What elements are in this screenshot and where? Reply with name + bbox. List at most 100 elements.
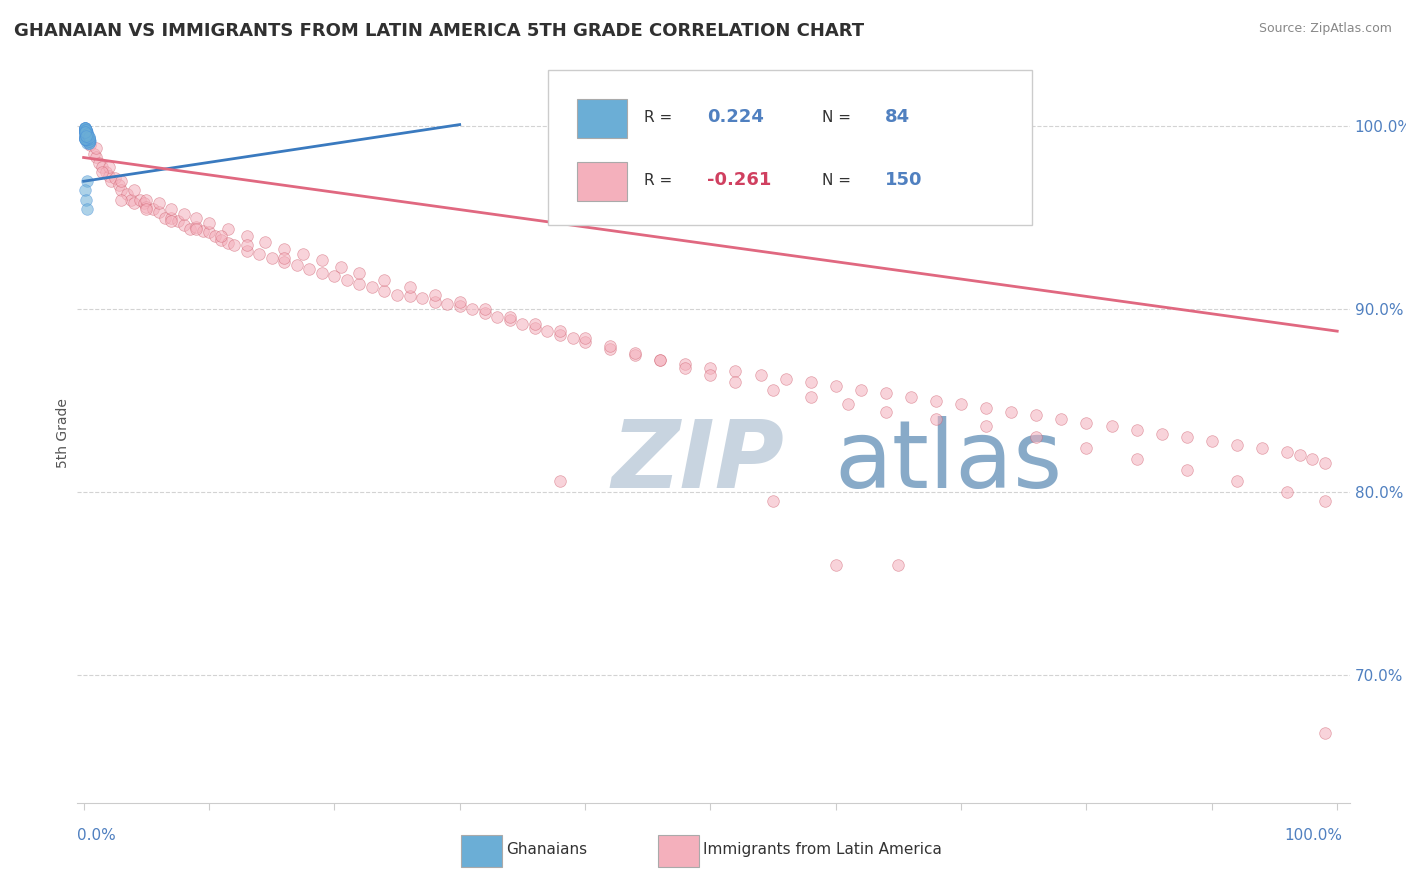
Point	[73, 123, 96, 137]
Point	[77, 132, 100, 146]
Point	[775, 372, 797, 386]
Point	[349, 277, 371, 291]
Point	[548, 324, 571, 338]
Point	[73, 123, 96, 137]
Point	[110, 183, 132, 197]
Text: N =: N =	[821, 173, 856, 187]
Point	[1313, 456, 1336, 470]
Point	[76, 127, 98, 141]
Point	[79, 134, 101, 148]
Point	[474, 302, 496, 317]
Point	[160, 214, 183, 228]
Point	[77, 132, 100, 146]
Point	[461, 302, 484, 317]
Text: 84: 84	[886, 108, 911, 127]
Point	[73, 130, 96, 145]
Point	[273, 251, 295, 265]
Point	[75, 125, 97, 139]
Point	[449, 299, 471, 313]
Point	[974, 419, 997, 434]
Point	[135, 200, 157, 214]
Point	[75, 128, 97, 143]
Point	[186, 211, 208, 225]
Point	[76, 127, 98, 141]
Point	[512, 317, 534, 331]
Point	[73, 132, 96, 146]
Point	[273, 242, 295, 256]
Point	[548, 474, 571, 488]
Text: 150: 150	[886, 171, 922, 189]
Point	[120, 193, 142, 207]
Point	[800, 390, 823, 404]
Point	[110, 193, 132, 207]
Point	[97, 169, 120, 183]
Point	[76, 174, 98, 188]
Point	[1226, 474, 1249, 488]
Text: GHANAIAN VS IMMIGRANTS FROM LATIN AMERICA 5TH GRADE CORRELATION CHART: GHANAIAN VS IMMIGRANTS FROM LATIN AMERIC…	[14, 22, 865, 40]
Point	[548, 327, 571, 342]
Text: Source: ZipAtlas.com: Source: ZipAtlas.com	[1258, 22, 1392, 36]
Point	[73, 132, 96, 146]
Point	[974, 401, 997, 415]
Point	[77, 130, 100, 145]
Point	[76, 130, 98, 145]
Point	[76, 202, 98, 216]
Point	[73, 121, 96, 136]
Point	[166, 214, 188, 228]
Point	[97, 160, 120, 174]
Point	[474, 306, 496, 320]
Point	[762, 383, 785, 397]
Point	[73, 121, 96, 136]
Point	[211, 229, 233, 244]
Point	[385, 287, 408, 301]
Point	[837, 397, 859, 411]
Point	[273, 254, 295, 268]
Point	[73, 125, 96, 139]
Point	[73, 123, 96, 137]
Point	[824, 558, 846, 573]
Point	[1000, 404, 1022, 418]
Point	[76, 128, 98, 143]
Point	[75, 125, 97, 139]
Point	[132, 196, 155, 211]
Point	[1175, 463, 1198, 477]
Point	[800, 376, 823, 390]
Point	[298, 262, 321, 277]
Point	[73, 132, 96, 146]
Point	[1050, 412, 1073, 426]
Point	[75, 127, 97, 141]
Point	[75, 125, 97, 139]
Point	[84, 141, 107, 155]
Point	[849, 383, 872, 397]
Point	[1125, 423, 1147, 437]
Point	[217, 236, 239, 251]
Point	[91, 160, 114, 174]
Point	[373, 284, 395, 298]
Point	[96, 165, 118, 179]
Point	[122, 196, 145, 211]
Text: atlas: atlas	[834, 417, 1063, 508]
Point	[211, 233, 233, 247]
Point	[217, 221, 239, 235]
Point	[1175, 430, 1198, 444]
Point	[160, 202, 183, 216]
Point	[75, 125, 97, 139]
Point	[247, 247, 270, 261]
Text: R =: R =	[644, 173, 676, 187]
Point	[191, 224, 214, 238]
Point	[77, 132, 100, 146]
Point	[75, 128, 97, 143]
Point	[1150, 426, 1173, 441]
Point	[75, 127, 97, 141]
Point	[925, 393, 948, 408]
Point	[76, 127, 98, 141]
Point	[77, 134, 100, 148]
Point	[75, 132, 97, 146]
Point	[900, 390, 922, 404]
Point	[699, 360, 721, 375]
Point	[887, 558, 910, 573]
Point	[423, 294, 446, 309]
Point	[73, 121, 96, 136]
Point	[749, 368, 772, 382]
Point	[73, 123, 96, 137]
